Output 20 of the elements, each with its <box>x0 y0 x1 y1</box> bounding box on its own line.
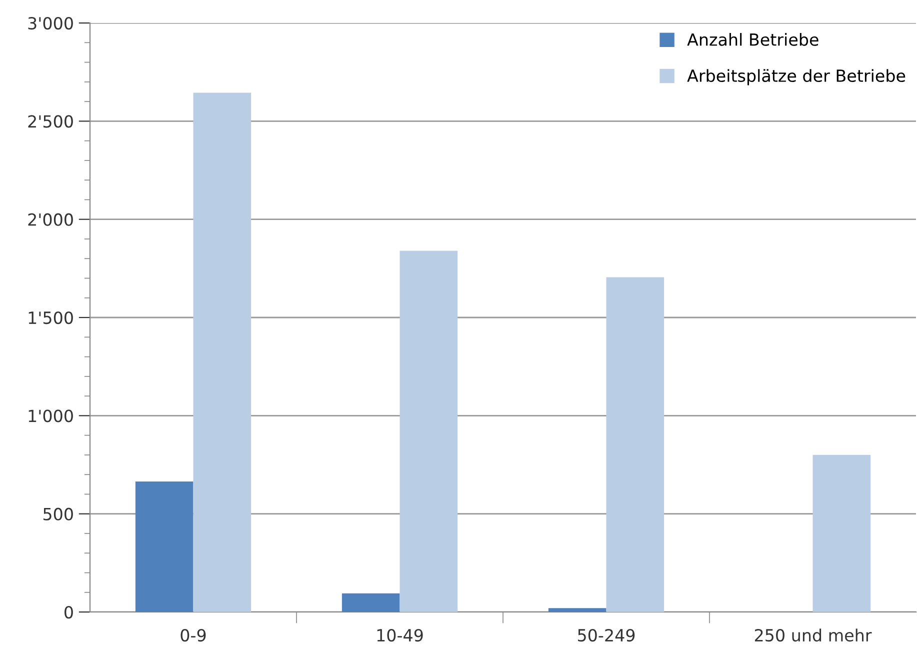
bar <box>135 481 194 612</box>
x-tick-label: 0-9 <box>180 628 206 642</box>
y-tick-label: 1'500 <box>28 311 73 324</box>
y-tick-label: 2'000 <box>28 213 73 226</box>
y-tick-label: 500 <box>44 508 73 520</box>
bar <box>342 593 400 612</box>
y-tick-label: 0 <box>64 606 73 619</box>
x-tick-label: 250 und mehr <box>754 628 872 642</box>
legend-label: Anzahl Betriebe <box>687 33 818 46</box>
y-tick-label: 3'000 <box>28 16 73 30</box>
x-tick-label: 10-49 <box>377 628 423 642</box>
bar <box>606 277 664 612</box>
x-tick-label: 50-249 <box>578 628 635 642</box>
y-tick-label: 2'500 <box>28 115 73 128</box>
bar <box>400 250 458 612</box>
legend-label: Arbeitsplätze der Betriebe <box>687 69 906 86</box>
bar <box>812 454 871 612</box>
y-tick-label: 1'000 <box>28 410 73 422</box>
bar <box>193 92 252 612</box>
bar <box>548 608 606 612</box>
